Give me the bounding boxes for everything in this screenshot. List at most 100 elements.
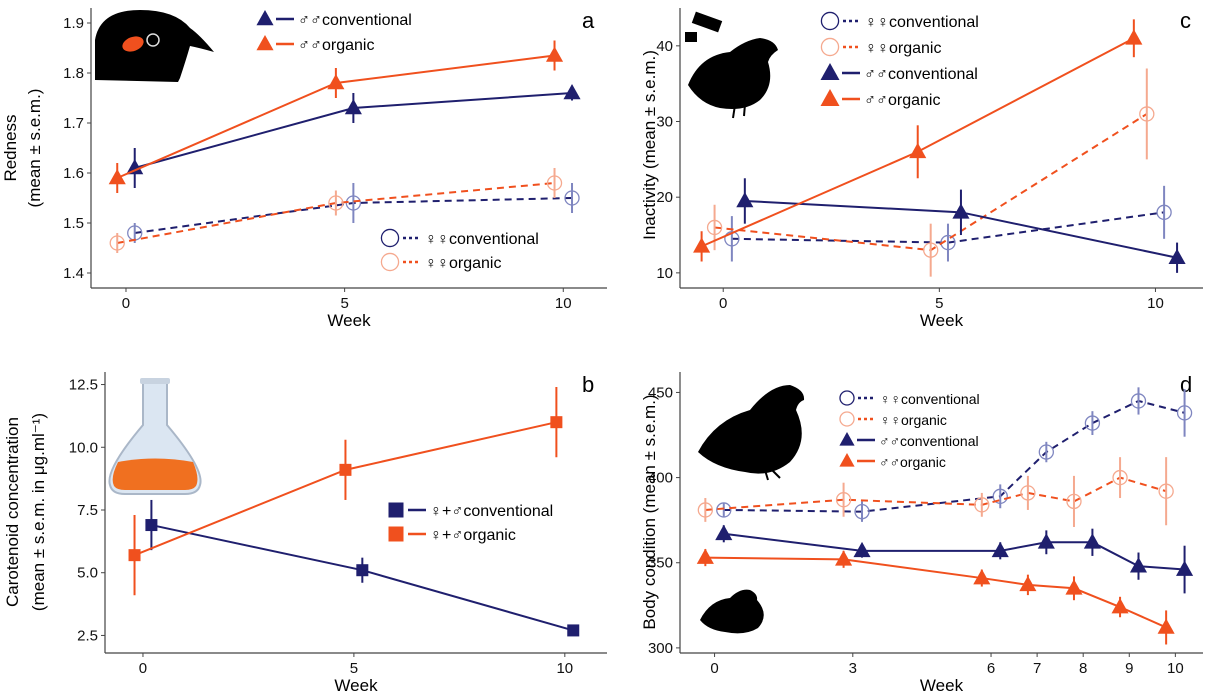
- x-tick-label: 0: [710, 660, 718, 677]
- data-point: [1037, 533, 1055, 549]
- camera-mount: [685, 32, 697, 42]
- flask-liquid: [112, 458, 198, 490]
- y-axis-title: Carotenoid concentration: [3, 417, 22, 607]
- y-tick-label: 20: [656, 189, 673, 206]
- y-axis-title: Body condition (mean ± s.e.m.): [640, 394, 659, 629]
- legend-item: ♂♂organic: [820, 89, 940, 109]
- legend-label: ♂♂conventional: [864, 66, 978, 83]
- legend-item: ♀♀organic: [839, 411, 947, 428]
- data-point: [835, 492, 852, 508]
- legend-label: ♂♂organic: [864, 92, 940, 109]
- legend-item: ♂♂conventional: [839, 432, 979, 449]
- x-tick-label: 10: [556, 660, 573, 677]
- birds-illustration: [698, 385, 805, 634]
- y-tick-label: 7.5: [77, 502, 98, 519]
- panel-letter: d: [1180, 372, 1192, 397]
- data-point: [1112, 469, 1128, 486]
- data-point: [973, 569, 991, 585]
- y-tick-label: 450: [648, 384, 673, 401]
- data-point: [356, 564, 369, 577]
- data-point: [736, 191, 754, 208]
- flask-rim: [140, 378, 170, 384]
- data-point: [567, 624, 580, 637]
- panel-a: 1.4 1.5 1.6 1.7 1.8 1.9 0 5 10 Week Redness (mean ±…: [1, 8, 607, 330]
- legends: ♂♂conventional ♂♂organic ♀♀conventional ♀♀o…: [256, 10, 980, 544]
- data-point: [1066, 493, 1082, 510]
- y-axis-title: (mean ± s.e.m.): [25, 89, 44, 208]
- data-point: [328, 195, 344, 211]
- data-point: [108, 169, 126, 185]
- data-point: [696, 548, 714, 564]
- data-point: [327, 74, 345, 90]
- series-2: [736, 178, 1186, 273]
- legend-item: ♀♀conventional: [839, 390, 980, 407]
- data-point: [109, 235, 125, 251]
- legend-item: ♂♂organic: [256, 35, 374, 54]
- data-point: [563, 84, 581, 100]
- panel-d: 300 350 400 450 0 3 6 7 8 9 10 Week Body condition (…: [640, 372, 1203, 695]
- bird-silhouette: [688, 38, 778, 109]
- legend-swatch: [388, 526, 404, 542]
- camera-icon: [691, 11, 723, 33]
- legend-swatch: [820, 37, 840, 57]
- y-tick-label: 40: [656, 38, 673, 55]
- y-tick-label: 10.0: [69, 439, 98, 456]
- series-3: [693, 19, 1143, 262]
- x-tick-label: 5: [350, 660, 358, 677]
- legend-swatch: [820, 11, 840, 31]
- data-point: [909, 142, 927, 159]
- y-tick-label: 300: [648, 640, 673, 657]
- x-tick-label: 5: [340, 295, 348, 312]
- series-1: [706, 68, 1155, 277]
- data-point: [1019, 575, 1037, 592]
- series-1: [108, 40, 564, 193]
- data-point: [1139, 106, 1155, 122]
- y-axis-title: (mean ± s.e.m. in μg.ml⁻¹): [29, 413, 48, 611]
- y-tick-label: 2.5: [77, 627, 98, 644]
- data-point: [550, 416, 563, 429]
- legend-item: ♂♂conventional: [256, 10, 412, 29]
- data-point: [1129, 557, 1148, 573]
- panel-letter: c: [1180, 8, 1191, 33]
- data-point: [974, 497, 990, 513]
- y-tick-label: 12.5: [69, 377, 98, 394]
- series-line: [723, 532, 1185, 571]
- legend-swatch: [256, 35, 274, 51]
- y-tick-label: 1.9: [63, 15, 84, 32]
- legend-label: ♂♂conventional: [298, 12, 412, 29]
- legend-item: ♀♀conventional: [820, 11, 979, 31]
- panel-b: 2.5 5.0 7.5 10.0 12.5 0 5 10 Week Carotenoid conc…: [3, 372, 607, 695]
- legend-label: ♀♀organic: [865, 40, 941, 57]
- data-point: [1157, 618, 1175, 634]
- data-point: [1158, 483, 1174, 499]
- data-point: [923, 242, 939, 258]
- panel-c: 10 20 30 40 0 5 10 Week Inactivity (mean ± s.e.m…: [640, 8, 1203, 330]
- x-tick-label: 3: [849, 660, 857, 677]
- legend-swatch: [839, 411, 855, 427]
- data-point: [344, 99, 362, 115]
- bird-eye: [146, 33, 160, 47]
- data-point: [1168, 248, 1186, 265]
- legend-swatch: [380, 252, 400, 272]
- y-tick-label: 30: [656, 114, 673, 131]
- legend-label: ♂♂conventional: [879, 433, 979, 449]
- x-tick-label: 10: [555, 295, 572, 312]
- legend-swatch: [256, 10, 274, 26]
- legend-label: ♀+♂conventional: [430, 503, 553, 520]
- bird-head-illustration: [95, 10, 214, 82]
- legend-swatch: [820, 89, 840, 106]
- x-tick-label: 0: [719, 295, 727, 312]
- panel-letter: a: [582, 8, 595, 33]
- legend-item: ♀♀organic: [820, 37, 941, 57]
- legend-swatch: [839, 453, 855, 467]
- data-point: [1130, 393, 1147, 409]
- bird-small-silhouette: [700, 589, 764, 634]
- data-point: [952, 203, 970, 219]
- data-point: [545, 46, 564, 62]
- legend-label: ♂♂organic: [879, 454, 946, 470]
- legend-swatch: [380, 228, 400, 248]
- legend-item: ♀+♂organic: [388, 526, 516, 544]
- y-tick-label: 350: [648, 555, 673, 572]
- x-tick-label: 6: [987, 660, 995, 677]
- data-point: [1156, 204, 1172, 220]
